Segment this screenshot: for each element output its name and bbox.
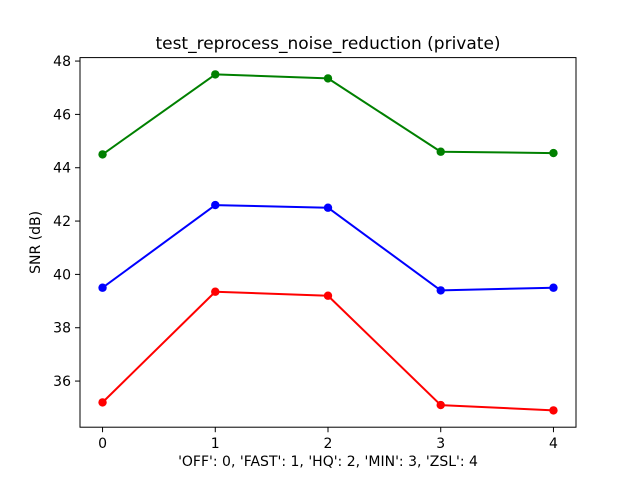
series-blue-marker bbox=[549, 283, 558, 292]
series-blue-marker bbox=[436, 286, 445, 295]
x-tick-label: 3 bbox=[436, 436, 445, 452]
series-red-marker bbox=[436, 400, 445, 410]
y-tick-label: 40 bbox=[53, 267, 71, 283]
y-tick-label: 48 bbox=[53, 54, 71, 70]
series-green-marker bbox=[98, 150, 107, 159]
series-blue-marker bbox=[211, 200, 220, 210]
y-tick-label: 38 bbox=[53, 321, 71, 337]
y-tick-label: 42 bbox=[53, 214, 71, 230]
y-tick-label: 44 bbox=[53, 161, 71, 177]
series-red-marker bbox=[98, 398, 107, 407]
y-axis-label: SNR (dB) bbox=[28, 211, 44, 274]
series-red-marker bbox=[211, 287, 220, 296]
x-tick-label: 4 bbox=[549, 436, 558, 452]
series-green-marker bbox=[323, 74, 333, 83]
chart-title: test_reprocess_noise_reduction (private) bbox=[155, 34, 500, 54]
data-series bbox=[98, 70, 558, 415]
x-tick-label: 2 bbox=[324, 436, 333, 452]
series-red-marker bbox=[323, 291, 333, 300]
x-tick-label: 1 bbox=[211, 436, 220, 452]
series-green-marker bbox=[549, 148, 558, 158]
series-green-marker bbox=[436, 147, 445, 156]
x-tick-label: 0 bbox=[98, 436, 107, 452]
series-green-marker bbox=[211, 70, 220, 79]
y-axis-ticks: 36 38 40 42 44 46 48 bbox=[53, 54, 80, 390]
y-tick-label: 46 bbox=[53, 107, 71, 123]
series-blue-marker bbox=[323, 203, 333, 212]
x-axis-ticks: 0 1 2 3 4 bbox=[98, 427, 558, 452]
series-red-marker bbox=[549, 406, 558, 415]
x-axis-label: 'OFF': 0, 'FAST': 1, 'HQ': 2, 'MIN': 3, … bbox=[178, 454, 478, 470]
series-blue-marker bbox=[98, 283, 107, 292]
y-tick-label: 36 bbox=[53, 374, 71, 390]
